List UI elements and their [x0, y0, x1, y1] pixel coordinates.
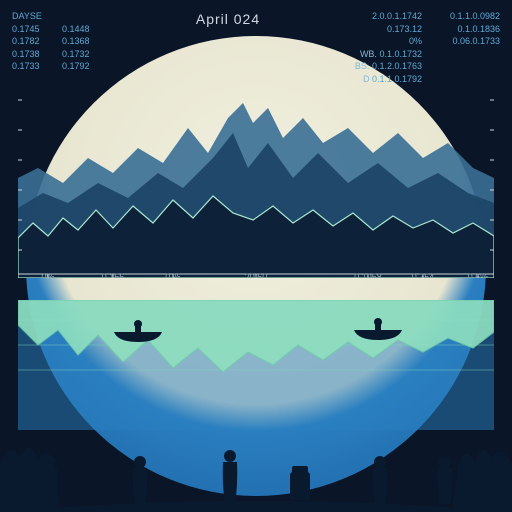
svg-text:0.754: 0.754 [412, 272, 435, 278]
col1-val: 0.1745 [12, 23, 54, 36]
svg-text:0.156: 0.156 [102, 272, 125, 278]
r-val: 2.0.0.1.1742 [352, 10, 422, 23]
upper-chart: 0% 0.156 0.% 20/60 0.1058 0.754 0.6% [18, 80, 494, 278]
header-right1: 2.0.0.1.1742 0.173.12 0% WB. 0.1.0.1732 … [352, 10, 422, 86]
upper-chart-svg: 0% 0.156 0.% 20/60 0.1058 0.754 0.6% [18, 80, 494, 278]
r-val: D 0.1.1.0.1792 [352, 73, 422, 86]
r-val: BS. 0.1.2.0.1763 [352, 60, 422, 73]
svg-text:20/60: 20/60 [245, 272, 268, 278]
r2-val: 0.06.0.1733 [430, 35, 500, 48]
r-val: 0.173.12 [352, 23, 422, 36]
r-val: WB. 0.1.0.1732 [352, 48, 422, 61]
col1-val: 0.1782 [12, 35, 54, 48]
r-val: 0% [352, 35, 422, 48]
r2-val: 0.1.1.0.0982 [430, 10, 500, 23]
header-right2: 0.1.1.0.0982 0.1.0.1836 0.06.0.1733 [430, 10, 500, 86]
lower-chart-svg [18, 300, 494, 430]
col1-val: 0.1738 [12, 48, 54, 61]
svg-text:0.1058: 0.1058 [354, 272, 382, 278]
lower-chart [18, 300, 494, 430]
header: DAYSE 0.1745 0.1782 0.1738 0.1733 0.1448… [12, 10, 500, 86]
r2-val: 0.1.0.1836 [430, 23, 500, 36]
people-silhouettes [0, 422, 512, 512]
col2-val: 0.1792 [62, 60, 104, 73]
title-wrap: April 024 [112, 10, 344, 86]
header-col2: 0.1448 0.1368 0.1732 0.1792 [62, 10, 104, 86]
col2-val: 0.1732 [62, 48, 104, 61]
col2-val: 0.1368 [62, 35, 104, 48]
col1-val: 0.1733 [12, 60, 54, 73]
svg-text:0.%: 0.% [165, 272, 181, 278]
page-title: April 024 [112, 10, 344, 30]
svg-text:0%: 0% [41, 272, 54, 278]
header-col1: DAYSE 0.1745 0.1782 0.1738 0.1733 [12, 10, 54, 86]
svg-text:0.6%: 0.6% [468, 272, 489, 278]
col2-val: 0.1448 [62, 23, 104, 36]
col1-label: DAYSE [12, 10, 54, 23]
